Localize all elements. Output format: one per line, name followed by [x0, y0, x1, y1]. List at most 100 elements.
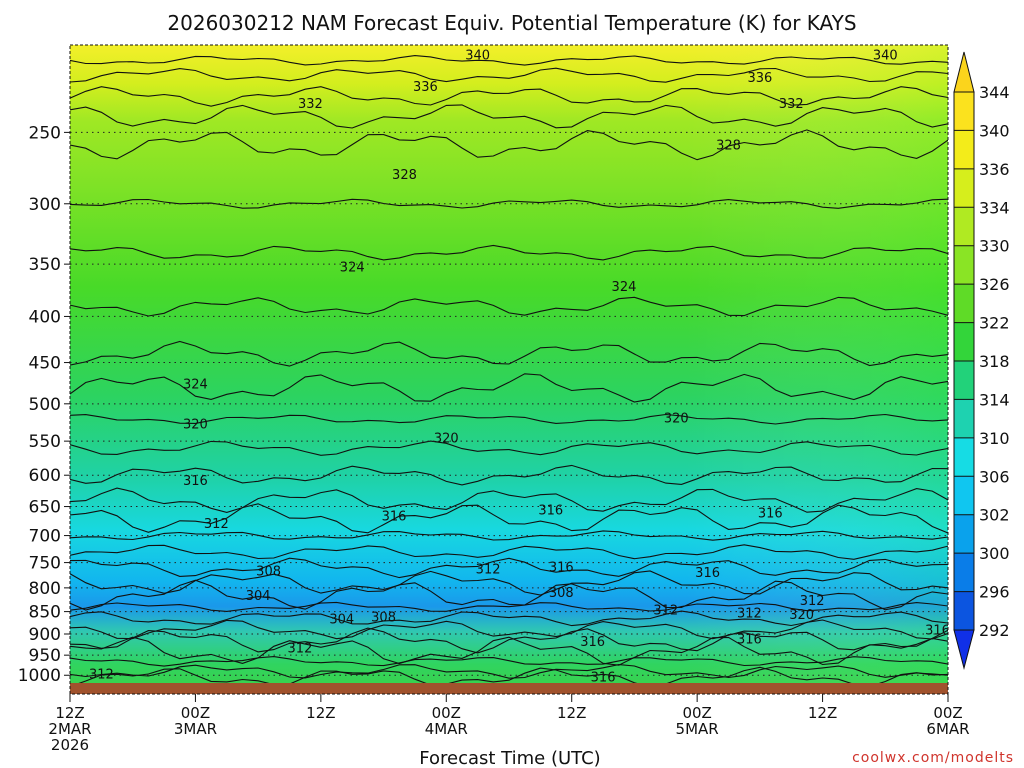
y-tick-label: 550 [29, 432, 61, 452]
colorbar-label: 292 [979, 621, 1010, 640]
contour-label: 304 [329, 612, 354, 627]
contour-label: 328 [716, 139, 741, 154]
contour-line [70, 129, 948, 161]
colorbar-swatch [954, 591, 974, 631]
contour-label: 316 [183, 474, 208, 489]
contour-label: 336 [747, 71, 772, 86]
contour-label: 312 [653, 603, 678, 618]
contour-label: 316 [580, 635, 605, 650]
contour-label: 316 [591, 670, 616, 685]
contour-line [70, 610, 948, 627]
y-tick-label: 450 [29, 354, 61, 374]
contour-line [70, 244, 948, 261]
contour-line [70, 373, 948, 403]
colorbar-swatch [954, 553, 974, 593]
pressure-gridlines [70, 131, 948, 676]
colorbar-label: 310 [979, 429, 1010, 448]
contour-line [70, 601, 948, 612]
contour-label: 312 [476, 562, 501, 577]
y-tick-label: 650 [29, 498, 61, 518]
y-axis: 2503003504004505005506006507007508008509… [18, 123, 70, 686]
colorbar-label: 296 [979, 583, 1010, 602]
colorbar-swatch [954, 361, 974, 400]
y-tick-label: 600 [29, 466, 61, 486]
y-tick-label: 700 [29, 527, 61, 547]
contour-label: 320 [789, 608, 814, 623]
contour-label: 312 [800, 594, 825, 609]
contour-line [70, 55, 948, 66]
y-tick-label: 350 [29, 255, 61, 275]
contour-label: 324 [183, 378, 208, 393]
contour-label: 320 [183, 418, 208, 433]
colorbar-label: 330 [979, 237, 1010, 256]
colorbar-swatch [954, 476, 974, 516]
colorbar-label: 300 [979, 544, 1010, 563]
colorbar-label: 314 [979, 390, 1010, 409]
contour-line [70, 570, 948, 596]
contour-line [70, 557, 948, 579]
contour-lines [70, 55, 948, 683]
contour-label: 316 [538, 504, 563, 519]
colorbar-label: 344 [979, 83, 1010, 102]
contour-label: 308 [256, 564, 281, 579]
colorbar-swatch [954, 245, 974, 285]
contour-line [70, 656, 948, 667]
contour-line [70, 464, 948, 486]
contour-line [70, 67, 948, 83]
contour-line [70, 198, 948, 209]
x-tick-label: 00Z [432, 704, 461, 722]
colorbar-label: 340 [979, 121, 1010, 140]
colorbar-swatch [954, 284, 974, 324]
credit-text: coolwx.com/modelts [852, 750, 1014, 766]
colorbar-label: 302 [979, 506, 1010, 525]
contour-line [70, 86, 948, 107]
contour-line [70, 627, 948, 654]
contour-label: 340 [873, 49, 898, 64]
x-tick-label: 6MAR [926, 720, 969, 738]
contour-line [70, 296, 948, 317]
colorbar-label: 306 [979, 467, 1010, 486]
contour-label: 340 [465, 49, 490, 64]
contour-label: 324 [612, 280, 637, 295]
y-tick-label: 500 [29, 395, 61, 415]
x-axis-label: Forecast Time (UTC) [419, 748, 600, 768]
x-tick-label: 2MAR [48, 720, 91, 738]
colorbar: 344 340 336 334 330 326 322 318 314 310 306 302 300 2… [953, 51, 1010, 670]
contour-label: 308 [371, 611, 396, 626]
contour-line [70, 544, 948, 560]
contour-label: 316 [549, 561, 574, 576]
contour-line [70, 619, 948, 640]
contour-label: 320 [664, 412, 689, 427]
colorbar-top-arrow [953, 51, 975, 93]
x-tick-label: 00Z [933, 704, 962, 722]
colorbar-swatch [954, 437, 974, 477]
y-tick-label: 1000 [18, 666, 61, 686]
contour-line [78, 666, 948, 683]
y-tick-label: 400 [29, 307, 61, 327]
contour-label: 316 [758, 507, 783, 522]
chart-title: 2026030212 NAM Forecast Equiv. Potential… [167, 11, 856, 35]
contour-line [70, 340, 948, 367]
y-tick-label: 850 [29, 603, 61, 623]
x-tick-label: 12Z [55, 704, 84, 722]
y-tick-label: 250 [29, 123, 61, 143]
y-tick-label: 800 [29, 579, 61, 599]
colorbar-swatch [954, 130, 974, 170]
contour-label: 312 [89, 667, 114, 682]
colorbar-label: 322 [979, 314, 1010, 333]
x-tick-label: 12Z [808, 704, 837, 722]
x-tick-label: 4MAR [425, 720, 468, 738]
x-tick-label: 2026 [51, 736, 89, 754]
contour-label: 332 [779, 97, 804, 112]
contour-label: 312 [737, 607, 762, 622]
colorbar-swatch [954, 92, 974, 131]
colorbar-swatch [954, 322, 974, 362]
contour-label: 312 [288, 642, 313, 657]
y-tick-label: 300 [29, 195, 61, 215]
contour-label: 312 [204, 517, 229, 532]
contour-line [70, 579, 948, 611]
x-tick-label: 3MAR [174, 720, 217, 738]
